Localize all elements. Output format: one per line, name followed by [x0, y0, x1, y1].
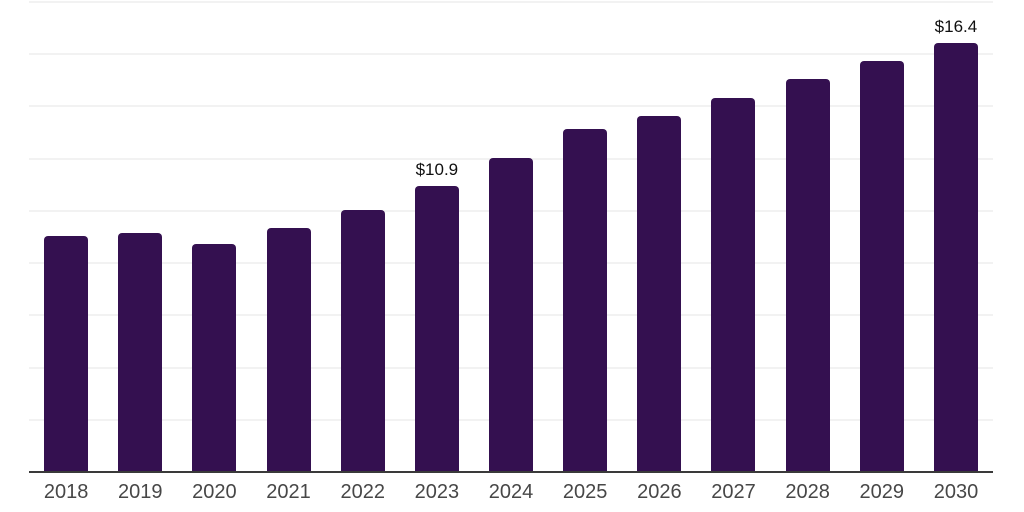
bar-2025	[563, 128, 608, 471]
bar-2029	[859, 61, 904, 471]
x-axis-label-2029: 2029	[859, 481, 905, 503]
x-axis-label-2020: 2020	[192, 481, 237, 503]
gridline	[29, 105, 993, 108]
bar-slot-2023: $10.9	[400, 1, 474, 471]
x-axis-label-2022: 2022	[340, 481, 385, 503]
bar-2021	[266, 228, 311, 471]
bar-2023: $10.9	[414, 160, 459, 471]
x-axis-label-2027: 2027	[711, 481, 756, 503]
bar-slot-2019	[103, 1, 177, 471]
gridline	[29, 53, 993, 56]
x-axis-labels: 2018 2019 2020 2021 2022 2023 2024 2025 2026 2027…	[29, 482, 993, 502]
x-axis-label-2023: 2023	[414, 481, 460, 503]
bar-slot-2026	[622, 1, 696, 471]
gridline	[29, 1, 993, 3]
bar-2019	[118, 233, 163, 471]
x-axis-label-2028: 2028	[785, 481, 830, 503]
bar-slot-2025	[548, 1, 622, 471]
bar-2030: $16.4	[933, 17, 978, 471]
bar-value-label-2023: $10.9	[415, 160, 459, 180]
bars-container: $10.9 $16.4	[29, 1, 993, 471]
x-axis-label-2021: 2021	[266, 481, 311, 503]
bar-2024	[489, 157, 534, 471]
bar-2020	[192, 243, 237, 471]
bar-2026	[637, 115, 682, 471]
bar-2022	[340, 209, 385, 471]
bar-slot-2024	[474, 1, 548, 471]
x-axis-line	[29, 471, 993, 473]
x-axis-label-2019: 2019	[117, 481, 163, 503]
x-axis-label-2026: 2026	[637, 481, 682, 503]
bar-slot-2028	[771, 1, 845, 471]
bar-slot-2030: $16.4	[919, 1, 993, 471]
bar-slot-2027	[696, 1, 770, 471]
x-axis-label-2030: 2030	[933, 481, 979, 503]
x-axis-label-2025: 2025	[562, 481, 608, 503]
x-axis-label-2018: 2018	[43, 481, 89, 503]
bar-slot-2018	[29, 1, 103, 471]
bar-2028	[785, 79, 830, 471]
bar-slot-2022	[326, 1, 400, 471]
bar-slot-2021	[251, 1, 325, 471]
bar-slot-2020	[177, 1, 251, 471]
plot-area: $10.9 $16.4	[29, 1, 993, 473]
bar-slot-2029	[845, 1, 919, 471]
bar-value-label-2030: $16.4	[934, 16, 978, 36]
x-axis-label-2024: 2024	[488, 481, 534, 503]
bar-2027	[711, 97, 756, 471]
bar-2018	[44, 236, 89, 471]
